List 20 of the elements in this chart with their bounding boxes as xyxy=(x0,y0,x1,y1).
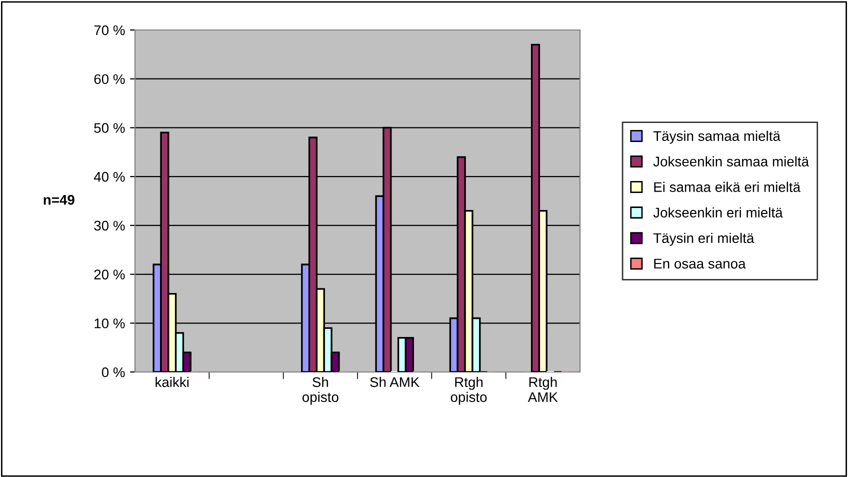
x-tick-label: Sh opisto xyxy=(302,376,338,405)
y-tick-label: 10 % xyxy=(94,318,125,328)
y-axis-title: n=49 xyxy=(44,194,74,205)
y-tick-label: 50 % xyxy=(94,123,125,133)
x-tick-label: Rtgh opisto xyxy=(450,376,487,405)
x-tick-label: Rtgh AMK xyxy=(528,376,558,402)
y-tick-label: 70 % xyxy=(94,25,125,36)
y-tick-label: 0 % xyxy=(102,367,125,378)
y-tick-label: 20 % xyxy=(94,270,125,280)
legend-label: En osaa sanoa xyxy=(654,258,746,269)
legend-label: Jokseenkin eri mieltä xyxy=(653,207,783,218)
legend-label: Täysin samaa mieltä xyxy=(653,130,780,144)
legend-label: Jokseenkin samaa mieltä xyxy=(653,156,810,166)
x-tick-label: kaikki xyxy=(156,376,189,388)
legend-label: Ei samaa eikä eri mieltä xyxy=(654,182,801,192)
y-tick-label: 30 % xyxy=(94,220,125,231)
y-tick-label: 40 % xyxy=(94,172,125,182)
x-tick-label: Sh AMK xyxy=(370,376,420,388)
y-tick-label: 60 % xyxy=(94,74,125,84)
legend-label: Täysin eri mieltä xyxy=(653,232,754,246)
